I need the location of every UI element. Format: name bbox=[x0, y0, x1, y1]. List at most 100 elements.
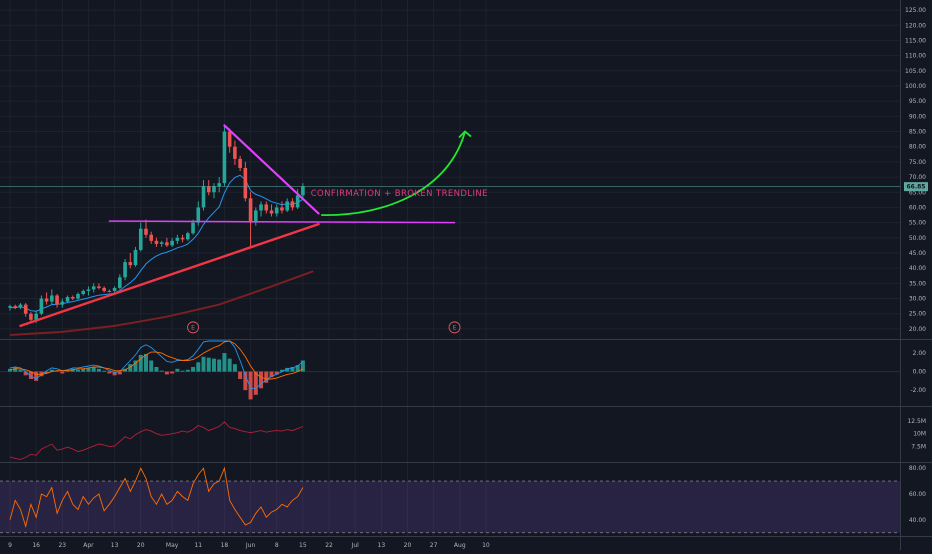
macd-bar-27 bbox=[149, 360, 154, 372]
candle-body-26 bbox=[144, 228, 148, 235]
candle-body-25 bbox=[138, 228, 143, 250]
candle-body-44 bbox=[238, 158, 242, 168]
candle-body-32 bbox=[175, 237, 180, 241]
macd-bar-47 bbox=[253, 371, 258, 395]
macd-bar-13 bbox=[75, 369, 80, 372]
candle-body-7 bbox=[44, 298, 49, 302]
candle-body-35 bbox=[191, 222, 195, 234]
grid-lines bbox=[0, 0, 900, 537]
price-tick-7: 90.00 bbox=[909, 113, 926, 120]
rsi-tick-1: 60.00 bbox=[909, 491, 926, 498]
drawings[interactable]: CONFIRMATION + BROKEN TRENDLINE E E bbox=[0, 124, 900, 334]
price-tick-1: 120.00 bbox=[905, 22, 926, 29]
candle-body-11 bbox=[65, 297, 70, 302]
earnings-badge-1 bbox=[448, 321, 461, 334]
price-tick-16: 45.00 bbox=[909, 250, 926, 257]
candle-body-0 bbox=[8, 306, 12, 308]
time-tick-11: 15 bbox=[299, 542, 307, 549]
macd-bar-7 bbox=[44, 371, 49, 374]
time-tick-8: 18 bbox=[221, 542, 229, 549]
annotation-text: CONFIRMATION + BROKEN TRENDLINE bbox=[311, 189, 488, 199]
candle-body-19 bbox=[107, 290, 112, 292]
macd-bar-39 bbox=[211, 358, 216, 372]
time-tick-1: 16 bbox=[32, 542, 40, 549]
last-price-tag-text: 66.85 bbox=[907, 184, 926, 191]
macd-bar-41 bbox=[222, 353, 227, 372]
macd-bar-14 bbox=[81, 368, 86, 372]
rsi-band bbox=[0, 480, 900, 534]
macd-bar-46 bbox=[248, 371, 253, 400]
macd-bar-2 bbox=[18, 369, 23, 372]
macd-bar-18 bbox=[102, 370, 107, 372]
price-tick-5: 100.00 bbox=[905, 83, 926, 90]
macd-bar-25 bbox=[138, 354, 143, 372]
price-tick-21: 20.00 bbox=[909, 326, 926, 333]
candle-body-22 bbox=[123, 262, 127, 278]
axes: 125.00120.00115.00110.00105.00100.0095.0… bbox=[8, 0, 928, 550]
price-tick-12: 65.00 bbox=[909, 189, 926, 196]
price-tick-19: 30.00 bbox=[909, 296, 926, 303]
macd-bar-24 bbox=[133, 360, 138, 372]
price-tick-10: 75.00 bbox=[909, 159, 926, 166]
macd-bar-23 bbox=[128, 364, 133, 372]
price-tick-18: 35.00 bbox=[909, 280, 926, 287]
time-tick-7: 11 bbox=[194, 542, 202, 549]
candle-body-38 bbox=[206, 186, 211, 193]
candle-body-28 bbox=[154, 240, 159, 244]
candle-body-8 bbox=[50, 295, 54, 302]
macd-bar-15 bbox=[86, 367, 91, 372]
candle-body-5 bbox=[34, 313, 38, 320]
time-tick-3: Apr bbox=[83, 542, 94, 549]
macd-bar-5 bbox=[34, 371, 39, 381]
macd-bar-4 bbox=[28, 371, 33, 380]
macd-bar-31 bbox=[170, 371, 175, 374]
macd-tick-2: -2.00 bbox=[910, 387, 926, 394]
candle-body-16 bbox=[91, 286, 96, 290]
macd-bar-32 bbox=[175, 368, 180, 372]
candle-body-56 bbox=[301, 186, 305, 196]
time-tick-0: 9 bbox=[8, 542, 12, 549]
macd-bar-37 bbox=[201, 356, 206, 372]
candle-body-21 bbox=[118, 277, 122, 288]
macd-bar-55 bbox=[295, 365, 300, 372]
candle-body-29 bbox=[159, 242, 164, 244]
candle-body-33 bbox=[180, 237, 185, 240]
time-tick-18: 10 bbox=[482, 542, 490, 549]
sma200-line bbox=[9, 270, 314, 336]
price-tick-9: 80.00 bbox=[909, 144, 926, 151]
price-tick-4: 105.00 bbox=[905, 68, 926, 75]
candle-body-49 bbox=[264, 204, 269, 211]
macd-bar-21 bbox=[117, 371, 122, 375]
time-tick-14: 13 bbox=[378, 542, 386, 549]
candle-body-23 bbox=[128, 262, 133, 266]
candle-body-13 bbox=[76, 293, 80, 299]
candle-body-12 bbox=[70, 297, 75, 299]
macd-bar-40 bbox=[217, 359, 222, 372]
green-arrow-curve bbox=[321, 131, 466, 216]
macd-bar-0 bbox=[8, 368, 12, 372]
volume-pane bbox=[9, 421, 304, 460]
candle-body-27 bbox=[149, 234, 154, 241]
sma200-path bbox=[9, 270, 314, 336]
volume-tick-1: 10M bbox=[913, 431, 926, 438]
macd-bar-33 bbox=[180, 370, 185, 372]
candle-body-53 bbox=[285, 201, 289, 211]
macd-bar-34 bbox=[185, 369, 190, 372]
macd-bar-17 bbox=[96, 368, 101, 372]
time-tick-5: 20 bbox=[137, 542, 145, 549]
time-tick-4: 13 bbox=[111, 542, 119, 549]
rsi-pane bbox=[9, 466, 304, 529]
macd-pane bbox=[0, 340, 900, 400]
price-tick-2: 115.00 bbox=[905, 37, 926, 44]
candle-body-41 bbox=[222, 131, 227, 184]
candle-body-52 bbox=[280, 207, 284, 211]
candle-body-20 bbox=[112, 287, 117, 291]
macd-bar-16 bbox=[91, 366, 96, 372]
candle-body-4 bbox=[29, 313, 33, 320]
resistance-line bbox=[108, 220, 456, 224]
macd-bar-19 bbox=[107, 371, 112, 374]
last-price-tag bbox=[904, 182, 928, 192]
green-arrow-head bbox=[458, 130, 472, 139]
